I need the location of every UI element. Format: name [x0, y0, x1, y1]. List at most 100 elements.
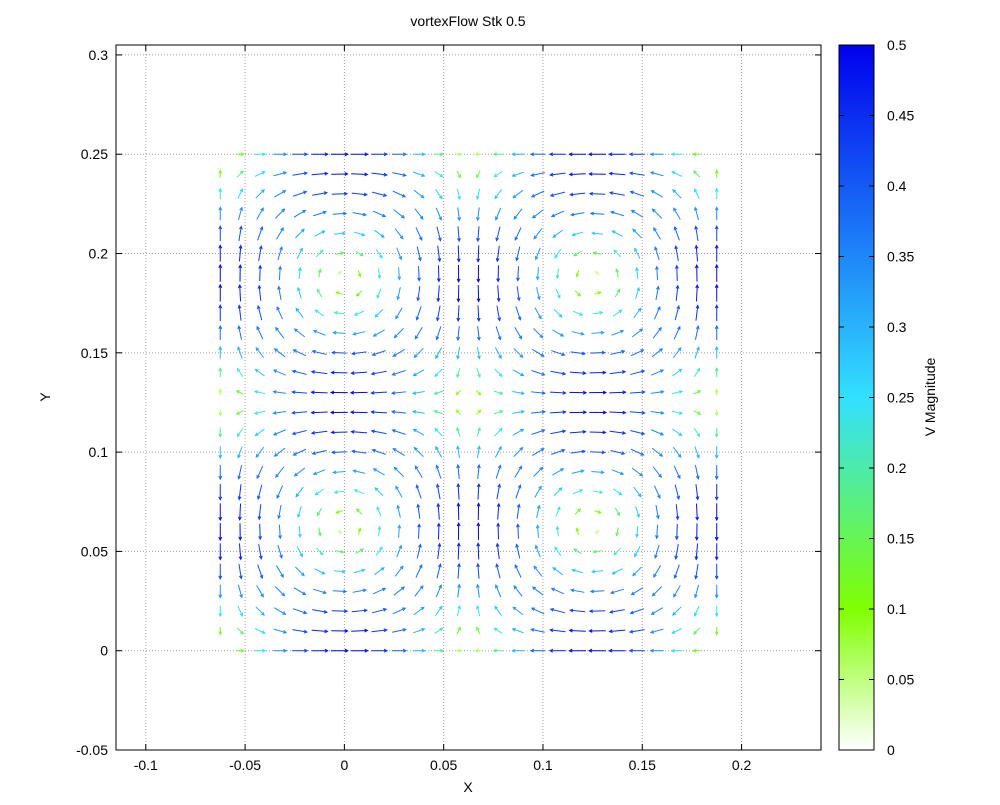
- vector-arrow: [572, 569, 583, 573]
- vector-arrow: [238, 305, 241, 320]
- vector-arrow: [456, 153, 462, 156]
- vector-arrow: [590, 192, 605, 195]
- vector-arrow: [398, 525, 401, 537]
- y-tick-label: 0.2: [89, 246, 109, 262]
- vector-arrow: [295, 229, 304, 238]
- vector-arrow: [278, 287, 281, 300]
- vector-arrow: [651, 172, 663, 176]
- vector-arrow: [570, 430, 586, 433]
- vector-arrow: [295, 329, 305, 337]
- vector-arrow: [355, 490, 364, 494]
- vector-arrow: [476, 410, 481, 415]
- vector-arrow: [672, 649, 682, 652]
- vector-arrow: [591, 471, 603, 474]
- vector-arrow: [397, 506, 401, 518]
- vector-arrow: [457, 226, 460, 241]
- vector-arrow: [259, 524, 262, 539]
- vector-arrow: [311, 411, 327, 414]
- vector-arrow: [456, 410, 461, 415]
- vector-arrow: [536, 267, 539, 279]
- vector-arrow: [295, 468, 305, 476]
- vector-arrow: [295, 567, 304, 576]
- vector-arrow: [374, 330, 385, 336]
- vector-arrow: [394, 328, 403, 337]
- vector-arrow: [715, 606, 718, 616]
- vector-arrow: [292, 649, 307, 652]
- vector-arrow: [675, 485, 679, 499]
- vector-arrow: [514, 209, 522, 219]
- vector-arrow: [394, 587, 404, 595]
- vector-arrow: [458, 207, 461, 220]
- vector-arrow: [476, 390, 481, 395]
- vector-arrow: [656, 287, 659, 300]
- vector-arrow: [615, 508, 619, 515]
- vector-arrow: [274, 430, 286, 435]
- vector-arrow: [593, 311, 603, 314]
- vector-arrow: [371, 411, 387, 414]
- vector-arrow: [373, 211, 385, 217]
- x-tick-label: 0.15: [629, 757, 656, 773]
- vector-arrow: [237, 171, 243, 177]
- vector-arrow: [299, 268, 302, 279]
- vector-arrow: [495, 429, 502, 436]
- vector-arrow: [313, 589, 326, 593]
- vector-arrow: [551, 351, 564, 356]
- vector-arrow: [312, 172, 328, 175]
- vector-arrow: [632, 588, 643, 595]
- vector-arrow: [550, 173, 565, 176]
- vector-arrow: [238, 585, 242, 597]
- vector-arrow: [495, 606, 502, 615]
- vector-arrow: [611, 450, 625, 454]
- vector-arrow: [694, 428, 699, 436]
- vector-arrow: [554, 488, 562, 496]
- vector-arrow: [531, 371, 544, 376]
- vector-arrow: [274, 608, 285, 615]
- vector-arrow: [219, 170, 222, 177]
- vector-arrow: [569, 391, 586, 394]
- x-tick-label: 0: [340, 757, 348, 773]
- vector-arrow: [674, 327, 680, 339]
- vector-arrow: [672, 429, 681, 436]
- vector-arrow: [219, 265, 222, 282]
- vector-arrow: [434, 649, 443, 652]
- vector-arrow: [312, 192, 327, 196]
- vector-arrow: [312, 630, 328, 633]
- vector-arrow: [313, 211, 326, 215]
- vector-arrow: [494, 649, 503, 652]
- vector-arrow: [636, 506, 640, 517]
- vector-arrow: [497, 524, 500, 540]
- vector-arrow: [314, 470, 326, 475]
- y-axis-label: Y: [37, 392, 53, 402]
- vector-arrow: [695, 585, 699, 597]
- vector-arrow: [494, 411, 503, 414]
- vector-arrow: [392, 153, 406, 156]
- vector-arrow: [315, 310, 324, 316]
- vector-arrow: [674, 466, 680, 478]
- vector-arrow: [336, 292, 342, 295]
- vector-arrow: [715, 305, 718, 321]
- vector-arrow: [589, 649, 606, 652]
- vector-arrow: [552, 588, 564, 594]
- vector-arrow: [609, 391, 625, 394]
- vector-arrow: [631, 191, 644, 196]
- vector-arrow: [551, 449, 564, 454]
- vector-arrow: [612, 569, 622, 574]
- vector-arrow: [259, 266, 262, 281]
- vector-arrow: [456, 390, 461, 395]
- vector-arrow: [672, 629, 682, 634]
- vector-arrow: [374, 230, 384, 237]
- vector-arrow: [335, 311, 345, 314]
- vector-arrow: [594, 550, 602, 553]
- vector-arrow: [457, 446, 460, 458]
- vector-arrow: [219, 465, 222, 479]
- vector-arrow: [392, 430, 405, 435]
- vector-arrow: [351, 411, 368, 414]
- vector-arrow: [476, 649, 482, 652]
- vector-arrow: [651, 370, 663, 375]
- vector-arrow: [554, 309, 562, 317]
- vector-arrow: [259, 246, 263, 261]
- vector-arrow: [494, 171, 502, 176]
- vector-arrow: [299, 526, 302, 537]
- vector-arrow: [293, 430, 307, 434]
